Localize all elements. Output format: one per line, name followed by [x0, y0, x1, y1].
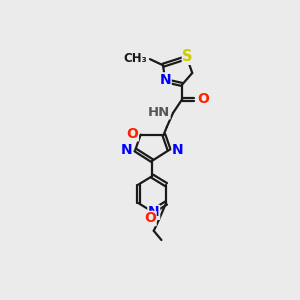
Text: CH₃: CH₃ — [123, 52, 147, 65]
Text: HN: HN — [148, 106, 170, 119]
Text: S: S — [182, 49, 193, 64]
Text: N: N — [148, 205, 160, 219]
Text: N: N — [172, 143, 184, 157]
Text: O: O — [127, 127, 138, 141]
Text: N: N — [160, 73, 171, 87]
Text: O: O — [197, 92, 209, 106]
Text: O: O — [144, 212, 156, 226]
Text: N: N — [121, 143, 132, 157]
